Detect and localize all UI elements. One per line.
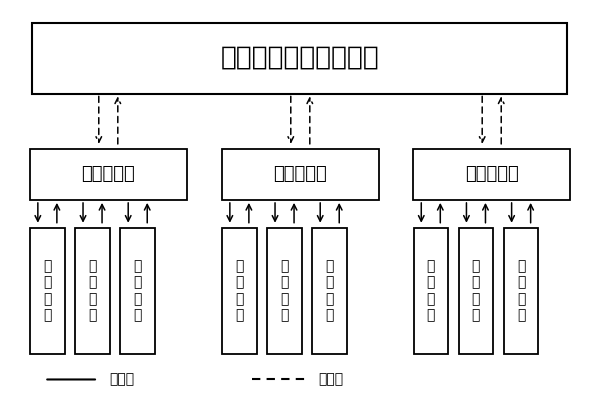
Bar: [32, 22, 568, 94]
Text: 信息流: 信息流: [318, 372, 343, 386]
Bar: [459, 228, 493, 354]
Bar: [222, 228, 257, 354]
Text: 智
能
楼
宇: 智 能 楼 宇: [326, 260, 334, 322]
Bar: [268, 228, 302, 354]
Text: 智
能
楼
宇: 智 能 楼 宇: [88, 260, 97, 322]
Text: 智
能
楼
宇: 智 能 楼 宇: [517, 260, 526, 322]
Text: 智
能
楼
宇: 智 能 楼 宇: [427, 260, 435, 322]
Bar: [504, 228, 538, 354]
Text: 智
能
楼
宇: 智 能 楼 宇: [43, 260, 52, 322]
Bar: [29, 149, 187, 200]
Text: 智
能
楼
宇: 智 能 楼 宇: [280, 260, 289, 322]
Text: 负荷聚合商: 负荷聚合商: [274, 165, 327, 183]
Bar: [30, 228, 65, 354]
Bar: [413, 228, 448, 354]
Text: 控制流: 控制流: [110, 372, 135, 386]
Bar: [75, 228, 110, 354]
Text: 负荷聚合商: 负荷聚合商: [465, 165, 518, 183]
Text: 智
能
楼
宇: 智 能 楼 宇: [235, 260, 244, 322]
Text: 智
能
楼
宇: 智 能 楼 宇: [472, 260, 480, 322]
Text: 负荷聚合商: 负荷聚合商: [82, 165, 135, 183]
Bar: [313, 228, 347, 354]
Bar: [413, 149, 571, 200]
Bar: [221, 149, 379, 200]
Text: 电力公司优化交易平台: 电力公司优化交易平台: [221, 45, 379, 71]
Bar: [121, 228, 155, 354]
Text: 智
能
楼
宇: 智 能 楼 宇: [134, 260, 142, 322]
